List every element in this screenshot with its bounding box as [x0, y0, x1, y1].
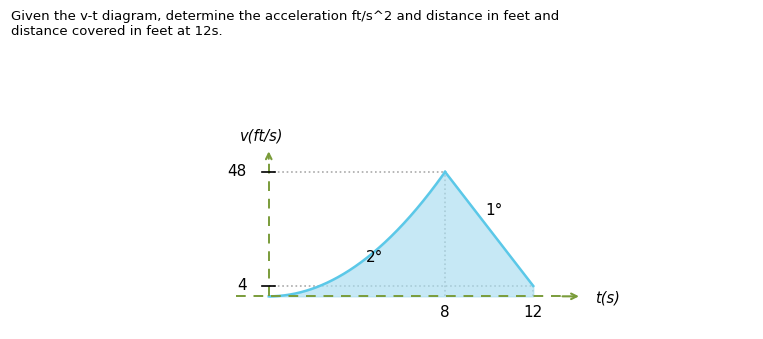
Text: 1°: 1°: [485, 203, 502, 218]
Text: 48: 48: [227, 164, 246, 179]
Text: 12: 12: [523, 305, 543, 320]
Text: t(s): t(s): [595, 290, 620, 305]
Text: v(ft/s): v(ft/s): [240, 128, 284, 143]
Text: 4: 4: [237, 278, 246, 294]
Text: 2°: 2°: [366, 250, 383, 265]
Text: 8: 8: [440, 305, 450, 320]
Text: Given the v-t diagram, determine the acceleration ft/s^2 and distance in feet an: Given the v-t diagram, determine the acc…: [11, 10, 560, 38]
